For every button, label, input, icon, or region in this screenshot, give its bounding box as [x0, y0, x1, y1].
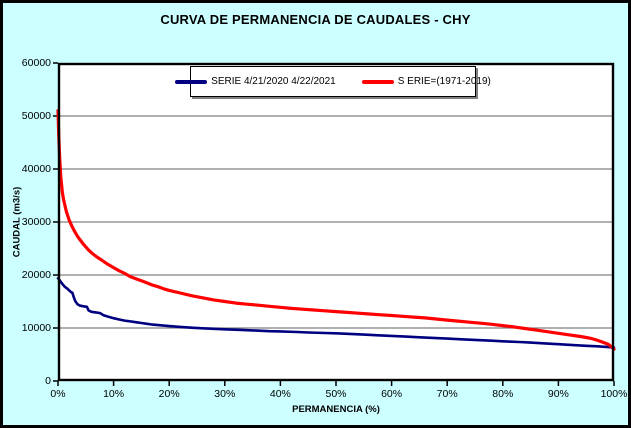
legend-label: SERIE 4/21/2020 4/22/2021 [211, 76, 336, 87]
y-tick-label: 20000 [21, 269, 51, 281]
legend-label: S ERIE=(1971-2019) [397, 76, 491, 87]
legend-line-sample-red [361, 79, 394, 84]
x-tick-label: 50% [325, 388, 347, 400]
x-axis-title: PERMANENCIA (%) [292, 404, 380, 415]
x-tick-label: 100% [600, 388, 628, 400]
y-tick-label: 50000 [21, 110, 51, 122]
y-tick-label: 40000 [21, 163, 51, 175]
series-line-1 [56, 109, 616, 351]
x-tick-label: 30% [214, 388, 236, 400]
x-tick-label: 20% [158, 388, 180, 400]
legend-line-sample-blue [175, 79, 208, 84]
y-tick-label: 60000 [21, 57, 51, 69]
axis-ticks [53, 62, 615, 386]
x-tick-label: 60% [381, 388, 403, 400]
x-tick-label: 10% [103, 388, 125, 400]
y-tick-label: 10000 [21, 322, 51, 334]
legend-entry-serie-2020-2021: SERIE 4/21/2020 4/22/2021 [175, 76, 336, 87]
plot-border [57, 62, 615, 382]
series-lines [56, 109, 616, 351]
x-tick-label: 90% [547, 388, 569, 400]
y-tick-label: 0 [45, 375, 51, 387]
y-tick-label: 30000 [21, 216, 51, 228]
x-tick-label: 80% [492, 388, 514, 400]
legend-entry-serie-1971-2019: S ERIE=(1971-2019) [361, 76, 491, 87]
chart-title: CURVA DE PERMANENCIA DE CAUDALES - CHY [160, 12, 471, 27]
legend: SERIE 4/21/2020 4/22/2021 S ERIE=(1971-2… [175, 66, 491, 97]
plot-canvas [53, 62, 616, 386]
plot-area [53, 62, 616, 386]
x-tick-label: 70% [436, 388, 458, 400]
x-tick-label: 40% [269, 388, 291, 400]
series-line-0 [56, 276, 616, 349]
x-tick-label: 0% [50, 388, 66, 400]
